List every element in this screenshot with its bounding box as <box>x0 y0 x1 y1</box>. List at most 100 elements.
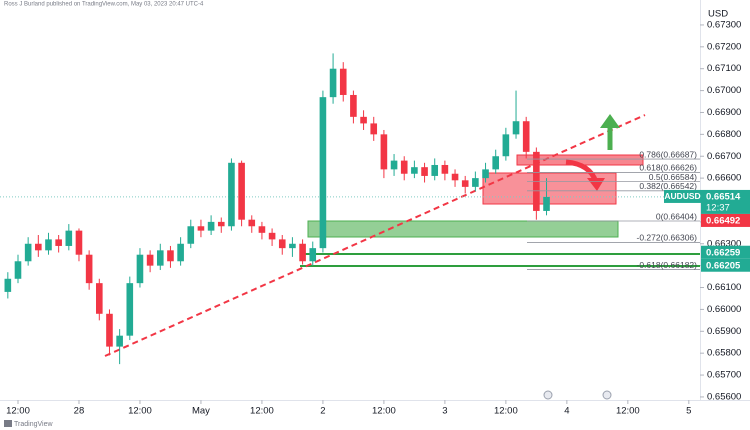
candle-body <box>65 230 73 246</box>
candle-body <box>451 173 459 181</box>
fib-label: 0.786(0.66687) <box>639 149 697 159</box>
y-tick-label: 0.66600 <box>707 173 741 184</box>
candle-body <box>512 121 520 135</box>
candle-body <box>431 164 439 176</box>
candle-body <box>106 313 113 347</box>
y-tick-label: 0.66700 <box>707 151 741 162</box>
y-tick-label: 0.67300 <box>707 19 741 30</box>
candle-body <box>146 254 154 266</box>
price-label: 0.66259 <box>706 247 740 258</box>
candle-body <box>238 162 245 220</box>
last-price-box <box>701 189 750 214</box>
candle-body <box>177 243 184 262</box>
fib-label: 0.382(0.66542) <box>639 181 697 191</box>
x-tick-label: May <box>192 406 210 417</box>
symbol-label: AUDUSD <box>664 191 700 201</box>
candle-body <box>156 250 164 266</box>
candle-body <box>35 243 42 251</box>
candle-body <box>167 250 174 262</box>
candle-body <box>24 243 32 262</box>
candle-body <box>472 178 479 187</box>
candle-body <box>95 283 103 314</box>
candle-body <box>197 226 205 231</box>
candle-body <box>380 134 388 170</box>
candle-body <box>421 167 428 176</box>
candle-body <box>492 156 500 170</box>
price-label: 0.66205 <box>706 260 741 271</box>
candle-body <box>339 68 347 95</box>
candle-body <box>329 68 337 98</box>
x-tick-label: 12:00 <box>494 406 518 417</box>
x-tick-label: 12:00 <box>616 406 640 417</box>
fib-label: 0.5(0.66584) <box>649 172 697 182</box>
currency-label: USD <box>708 9 728 20</box>
candle-body <box>350 94 357 117</box>
y-tick-label: 0.65700 <box>707 370 741 381</box>
y-tick-label: 0.65600 <box>707 391 741 402</box>
candle-body <box>258 226 266 233</box>
price-label-box <box>701 258 750 272</box>
symbol-box <box>664 189 701 203</box>
candle-body <box>116 335 123 347</box>
y-tick-label: 0.66800 <box>707 129 741 140</box>
candle-body <box>55 239 62 246</box>
fib-label: 0.618(0.66626) <box>639 163 697 173</box>
x-tick-label: 4 <box>564 406 569 417</box>
x-tick-label: 2 <box>320 406 325 417</box>
up-arrow-head <box>600 114 620 128</box>
x-tick-label: 28 <box>74 406 85 417</box>
price-label: 0.66492 <box>706 215 740 226</box>
event-icon <box>602 390 612 400</box>
annotation-layer <box>104 114 700 357</box>
candle-body <box>248 219 256 227</box>
y-tick-label: 0.67000 <box>707 85 741 96</box>
event-icon <box>543 390 553 400</box>
y-tick-label: 0.66000 <box>707 304 741 315</box>
y-tick-label: 0.65800 <box>707 348 741 359</box>
fib-label: -0.272(0.66306) <box>637 233 698 243</box>
candle-body <box>502 134 510 157</box>
candle-body <box>461 180 469 187</box>
y-tick-label: 0.65900 <box>707 326 741 337</box>
x-tick-label: 12:00 <box>372 406 396 417</box>
y-tick-label: 0.66900 <box>707 107 741 118</box>
x-tick-label: 12:00 <box>6 406 30 417</box>
candle-body <box>360 116 367 124</box>
x-tick-label: 5 <box>686 406 691 417</box>
y-tick-label: 0.66100 <box>707 282 741 293</box>
countdown-label: 12:37 <box>706 202 730 213</box>
price-label-box <box>701 213 750 227</box>
candle-body <box>309 248 317 262</box>
candle-body <box>441 164 449 174</box>
candle-body <box>411 167 418 174</box>
candle-body <box>390 160 398 170</box>
candle-body <box>187 226 195 244</box>
y-tick-label: 0.67100 <box>707 63 741 74</box>
price-label-box <box>701 245 750 259</box>
candle-body <box>522 121 530 152</box>
candle-body <box>319 97 327 249</box>
candle-body <box>370 123 378 135</box>
candle-body <box>217 221 225 227</box>
candle-body <box>75 230 83 255</box>
x-tick-label: 12:00 <box>250 406 274 417</box>
candle-body <box>289 243 296 249</box>
candle-body <box>85 254 93 284</box>
demand-zone <box>307 220 619 238</box>
candle-body <box>136 254 144 284</box>
trendline <box>104 114 646 357</box>
y-tick-label: 0.67200 <box>707 41 741 52</box>
logo: TradingView <box>14 421 53 428</box>
y-tick-label: 0.66300 <box>707 238 741 249</box>
candle-body <box>207 221 215 231</box>
last-price-label: 0.66514 <box>706 191 741 202</box>
candle-body <box>126 283 134 336</box>
candle-body <box>14 261 22 279</box>
attribution: Ross J Burland published on TradingView.… <box>4 2 204 8</box>
x-tick-label: 3 <box>442 406 447 417</box>
candle-body <box>45 239 52 251</box>
candle-body <box>278 239 286 249</box>
x-tick-label: 12:00 <box>128 406 152 417</box>
